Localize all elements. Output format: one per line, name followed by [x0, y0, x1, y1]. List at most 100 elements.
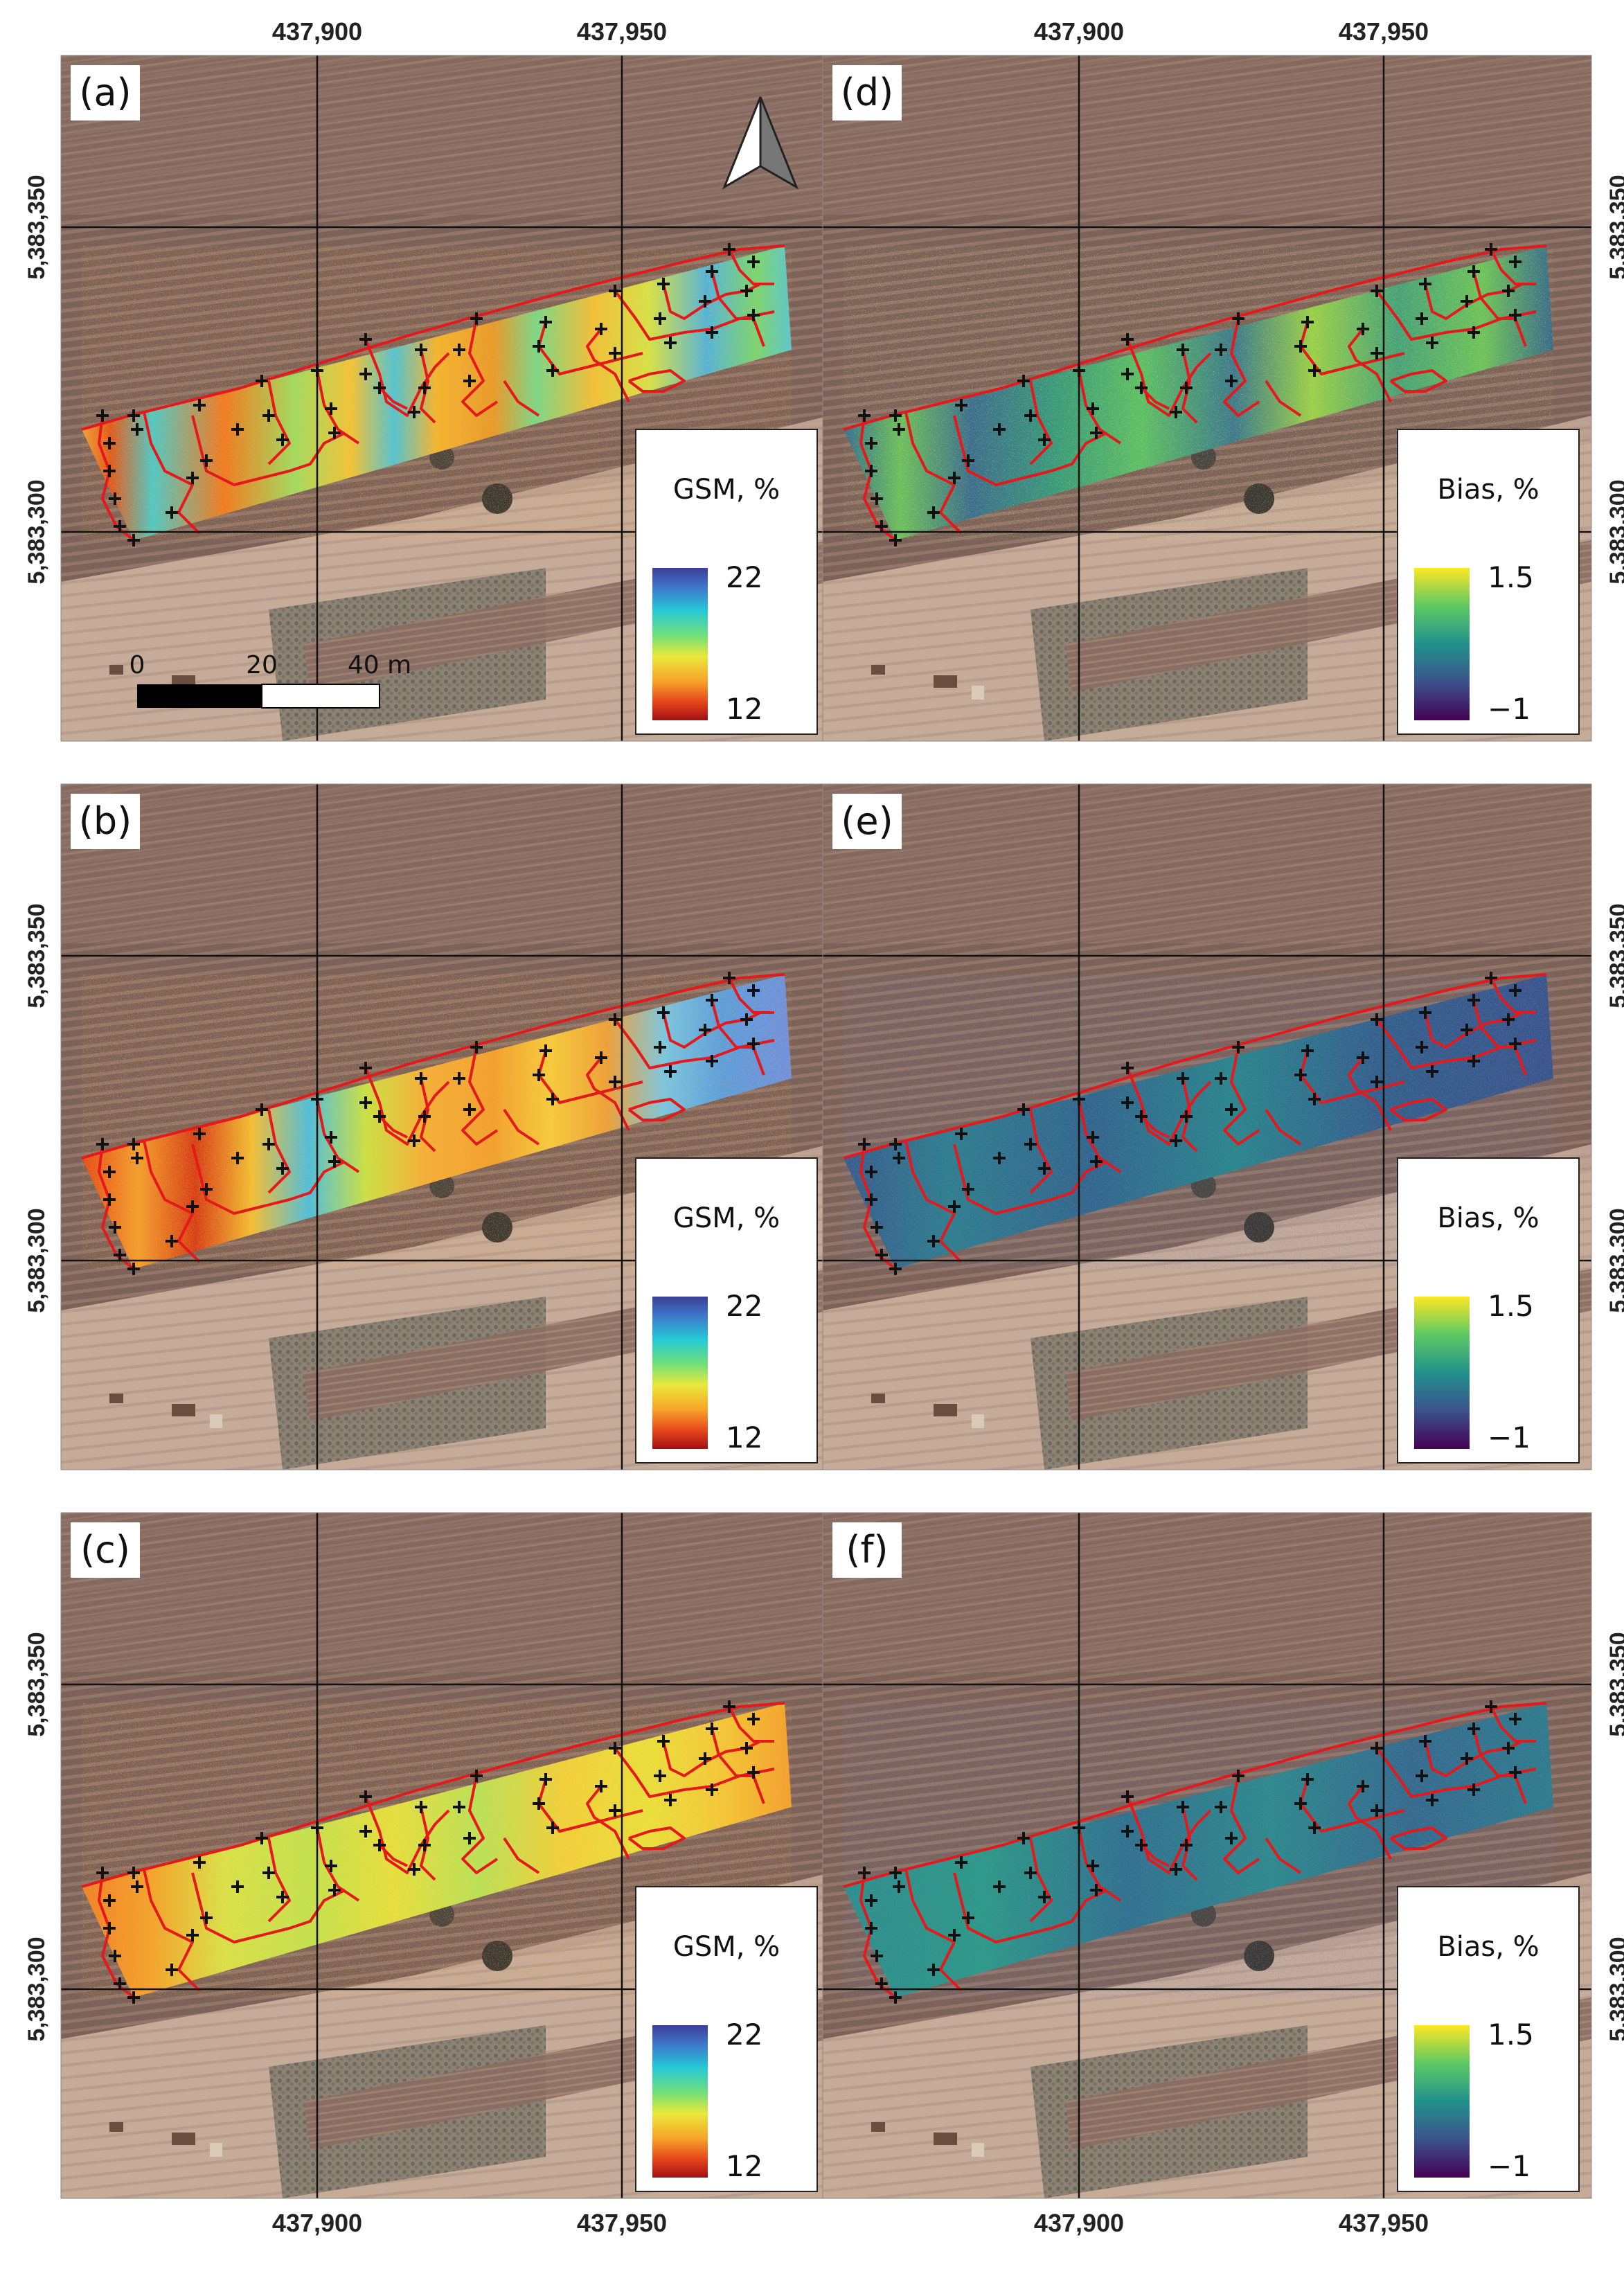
sample-point-marker — [1461, 295, 1473, 308]
panel-label: (d) — [841, 71, 893, 114]
zone-boundary — [627, 1826, 686, 1850]
zone-boundary — [364, 339, 450, 417]
sample-point-marker — [747, 309, 760, 321]
northing-label: 5,383,350 — [1605, 903, 1624, 1008]
easting-label: 437,900 — [1034, 2209, 1124, 2237]
sample-point-marker — [1170, 406, 1182, 418]
sample-point-marker — [747, 1766, 760, 1779]
basemap-field-band — [61, 784, 830, 943]
sample-point-marker — [1357, 323, 1369, 335]
zone-boundary — [503, 380, 540, 417]
sample-point-marker — [1177, 344, 1189, 356]
sample-point-marker — [1121, 1825, 1134, 1838]
zone-boundary — [904, 1140, 963, 1263]
sample-point-marker — [546, 364, 559, 377]
zone-boundary — [1126, 1796, 1212, 1874]
sample-point-marker — [109, 1221, 121, 1234]
legend-color-ramp — [1414, 568, 1470, 720]
sample-point-marker — [1371, 285, 1383, 297]
sample-point-marker — [706, 1723, 718, 1735]
legend-min-label: −1 — [1488, 692, 1531, 726]
sample-point-marker — [1371, 1076, 1383, 1088]
sample-point-marker — [858, 1867, 871, 1879]
sample-point-marker — [706, 1783, 718, 1796]
sample-point-marker — [262, 1867, 275, 1879]
zone-boundary — [1389, 1826, 1447, 1850]
sample-point-marker — [1180, 1839, 1193, 1851]
panel-label: (a) — [79, 71, 131, 114]
sample-point-marker — [1294, 1797, 1307, 1810]
sample-point-marker — [1121, 1096, 1134, 1109]
sample-point-marker — [325, 1860, 337, 1872]
sample-point-marker — [1467, 1055, 1480, 1067]
sample-point-marker — [415, 1801, 427, 1813]
sample-point-marker — [1232, 312, 1244, 325]
sample-point-marker — [463, 1832, 476, 1844]
raster-texture — [82, 1703, 792, 1997]
sample-point-marker — [962, 454, 974, 467]
zone-boundary — [503, 1837, 540, 1874]
zone-boundary — [1223, 1047, 1260, 1146]
sample-point-marker — [1308, 364, 1321, 377]
sample-point-marker — [408, 1863, 420, 1876]
panel-label: (c) — [80, 1528, 130, 1572]
sample-point-marker — [1371, 347, 1383, 359]
sample-point-marker — [1038, 1162, 1051, 1175]
zone-boundary — [1029, 1109, 1053, 1194]
sample-point-marker — [533, 1797, 545, 1810]
sample-point-marker — [262, 409, 275, 422]
legend-color-ramp — [652, 568, 708, 720]
sample-point-marker — [1419, 1735, 1431, 1747]
sample-point-marker — [1357, 1780, 1369, 1792]
sample-point-marker — [359, 333, 372, 346]
sample-point-marker — [1461, 1024, 1473, 1036]
basemap-field-band — [61, 1513, 830, 1672]
sample-point-marker — [1090, 1884, 1103, 1896]
sample-point-marker — [993, 1880, 1006, 1893]
zone-boundary — [1140, 386, 1170, 410]
sample-point-marker — [865, 1894, 877, 1907]
zone-boundary — [81, 244, 785, 431]
sample-point-marker — [889, 1138, 902, 1150]
legend-max-label: 1.5 — [1488, 560, 1534, 594]
sample-point-marker — [127, 1263, 140, 1275]
sample-point-marker — [1225, 1103, 1238, 1116]
legend-min-label: −1 — [1488, 1421, 1531, 1454]
sample-point-marker — [1485, 1700, 1497, 1713]
sample-point-marker — [699, 1752, 711, 1765]
zone-boundary — [1078, 370, 1122, 445]
sample-point-marker — [948, 472, 961, 484]
sample-point-marker — [127, 409, 140, 422]
zone-boundary — [1078, 1098, 1122, 1173]
zone-boundary — [81, 973, 785, 1159]
sample-point-marker — [408, 1134, 420, 1147]
sample-point-marker — [1467, 1723, 1480, 1735]
sample-point-marker — [1170, 1863, 1182, 1876]
zone-boundary — [843, 244, 1547, 431]
legend: GSM, % 22 12 — [635, 1157, 818, 1463]
sample-point-marker — [1017, 1832, 1030, 1844]
northing-label: 5,383,300 — [24, 1937, 50, 2041]
sample-point-marker — [276, 1162, 289, 1175]
sample-point-marker — [186, 472, 199, 484]
sample-point-marker — [103, 465, 116, 477]
zone-boundary — [378, 386, 408, 410]
northing-label: 5,383,300 — [1605, 1208, 1624, 1313]
building-roof — [109, 1394, 123, 1403]
sample-point-marker — [1215, 1072, 1227, 1085]
sample-point-marker — [408, 406, 420, 418]
sample-point-marker — [114, 1977, 126, 1990]
sample-point-marker — [1225, 1832, 1238, 1844]
sample-point-marker — [96, 1138, 109, 1150]
zone-boundary — [1472, 271, 1527, 347]
panel-label-box — [832, 1522, 902, 1578]
sample-point-marker — [373, 1110, 386, 1123]
zone-boundary — [1265, 1837, 1302, 1874]
zone-boundary — [81, 1702, 785, 1888]
sample-point-marker — [453, 344, 465, 356]
sample-point-marker — [373, 382, 386, 394]
panel-label: (b) — [79, 799, 132, 843]
sample-point-marker — [453, 1072, 465, 1085]
sample-point-marker — [193, 1856, 206, 1869]
map-panel-e: (e) Bias, % 1.5 −1 5,383,350 5,383,300 — [822, 783, 1624, 1470]
